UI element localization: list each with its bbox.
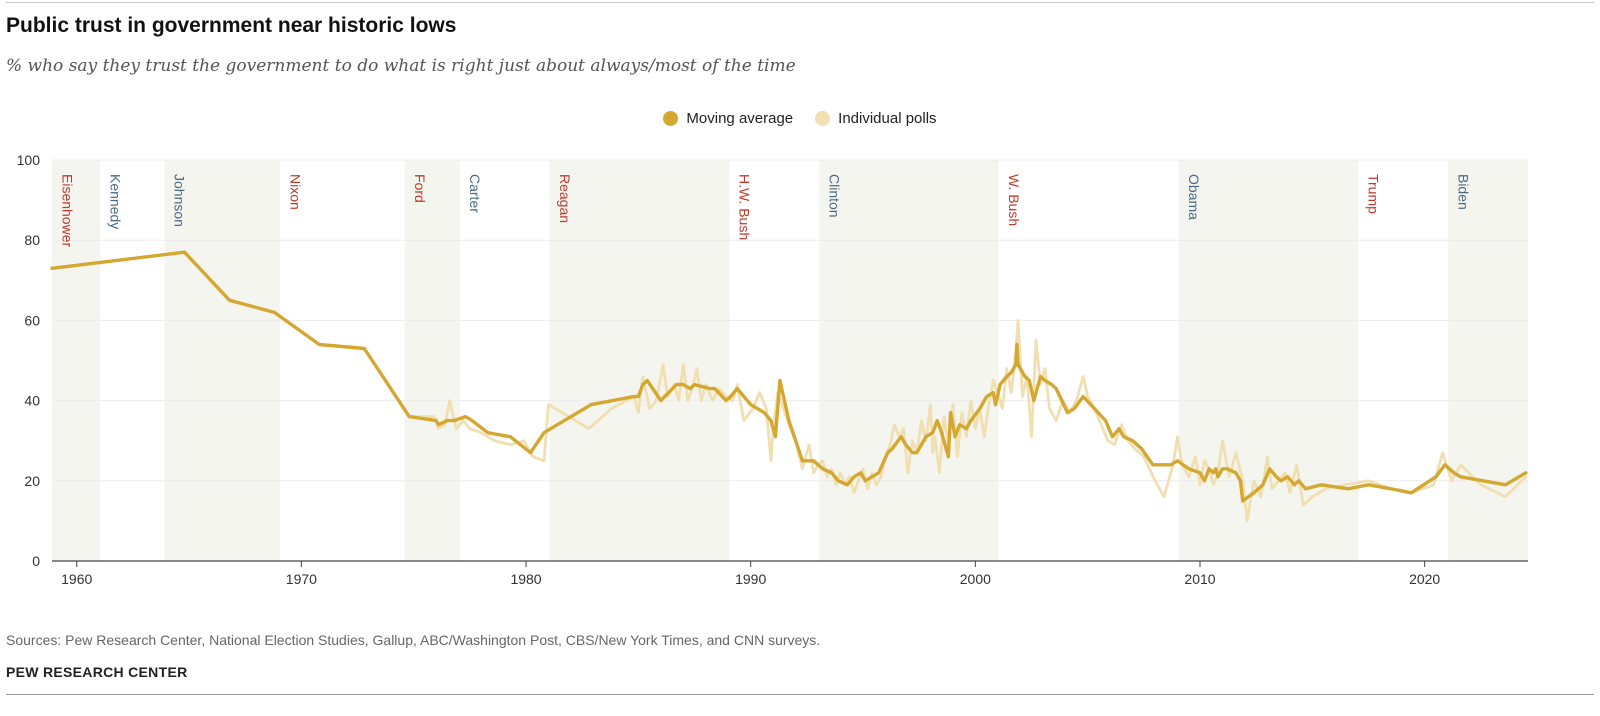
legend: Moving average Individual polls [0, 110, 1600, 127]
x-tick-label-1970: 1970 [286, 571, 317, 587]
legend-label-individual-polls: Individual polls [838, 110, 937, 127]
president-bands [52, 160, 1528, 561]
president-label-w-bush: W. Bush [1006, 174, 1022, 226]
legend-swatch-individual-polls [815, 111, 831, 126]
president-band-johnson [164, 160, 281, 561]
president-label-eisenhower: Eisenhower [59, 174, 75, 247]
legend-item-moving-average: Moving average [663, 110, 793, 127]
president-label-nixon: Nixon [287, 174, 303, 210]
president-label-carter: Carter [467, 174, 483, 213]
x-tick-label-1980: 1980 [510, 571, 541, 587]
legend-label-moving-average: Moving average [686, 110, 794, 127]
x-tick-label-1990: 1990 [735, 571, 766, 587]
president-label-trump: Trump [1366, 174, 1382, 214]
president-label-h-w-bush: H.W. Bush [737, 174, 753, 240]
bottom-rule [6, 694, 1594, 695]
top-rule [6, 2, 1594, 3]
president-label-biden: Biden [1456, 174, 1472, 210]
legend-item-individual-polls: Individual polls [815, 110, 937, 127]
y-tick-label-40: 40 [24, 393, 40, 409]
x-tick-label-2020: 2020 [1409, 571, 1440, 587]
x-axis: 1960 1970 1980 1990 2000 2010 2020 [52, 560, 1528, 587]
x-tick-label-2010: 2010 [1184, 571, 1215, 587]
brand-label: PEW RESEARCH CENTER [6, 664, 188, 680]
president-label-clinton: Clinton [827, 174, 843, 218]
president-label-ford: Ford [412, 174, 428, 203]
x-tick-label-2000: 2000 [960, 571, 991, 587]
president-band-obama [1178, 160, 1359, 561]
series-lines [50, 250, 1528, 523]
president-band-ford [404, 160, 460, 561]
chart-title: Public trust in government near historic… [6, 14, 457, 37]
president-labels: Eisenhower Kennedy Johnson Nixon Ford Carter R… [59, 174, 1471, 247]
president-band-reagan [549, 160, 730, 561]
y-tick-label-0: 0 [32, 553, 40, 569]
y-tick-label-60: 60 [24, 312, 40, 328]
x-tick-label-1960: 1960 [61, 571, 92, 587]
chart-subtitle: % who say they trust the government to d… [6, 56, 796, 76]
president-band-clinton [819, 160, 999, 561]
president-label-kennedy: Kennedy [108, 174, 124, 229]
president-label-obama: Obama [1186, 174, 1202, 220]
president-band-biden [1448, 160, 1528, 561]
y-tick-label-20: 20 [24, 473, 40, 489]
source-note: Sources: Pew Research Center, National E… [6, 632, 821, 648]
y-tick-label-100: 100 [17, 152, 41, 168]
legend-swatch-moving-average [663, 111, 679, 126]
president-label-reagan: Reagan [557, 174, 573, 223]
y-tick-label-80: 80 [24, 232, 40, 248]
president-label-johnson: Johnson [172, 174, 188, 227]
president-band-eisenhower [52, 160, 101, 561]
series-line-moving-average [50, 250, 1528, 503]
y-axis: 0 20 40 60 80 100 [17, 152, 41, 569]
